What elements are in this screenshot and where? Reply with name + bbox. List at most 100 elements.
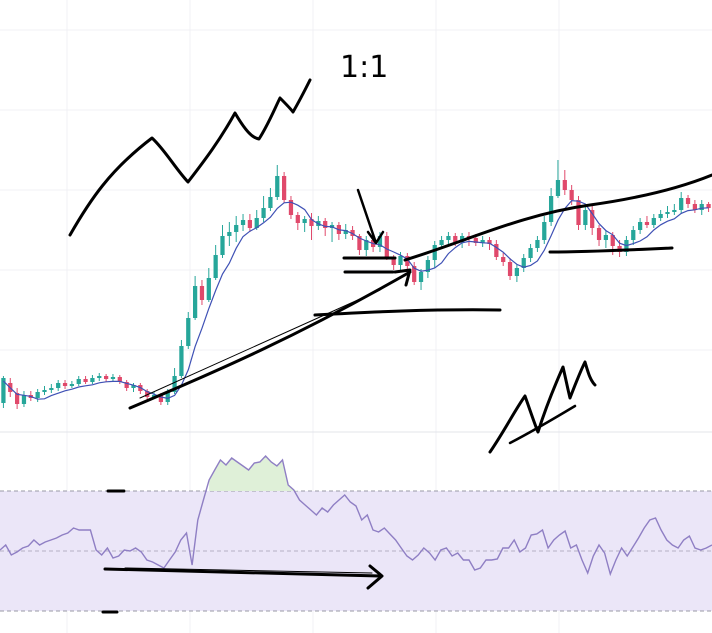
resistance-curve <box>403 173 712 262</box>
candle <box>124 380 129 391</box>
candle <box>439 236 444 248</box>
candle <box>418 269 424 290</box>
candle-body <box>603 235 609 240</box>
candle-body <box>487 240 492 244</box>
candle <box>206 268 211 302</box>
candle-body <box>103 376 109 379</box>
candle-body <box>596 228 602 240</box>
candle-body <box>247 220 253 228</box>
candle <box>254 210 259 230</box>
support-line <box>313 308 502 317</box>
candle-body <box>62 383 68 386</box>
candle-body <box>692 204 698 210</box>
candle-body <box>21 395 27 404</box>
candle <box>42 386 47 395</box>
candle <box>562 170 567 195</box>
candle-body <box>672 210 677 212</box>
candle <box>528 244 533 262</box>
candle <box>480 236 485 247</box>
candle <box>49 384 54 393</box>
divergence-arrow-thin <box>124 567 373 574</box>
candle <box>288 196 294 219</box>
candle-body <box>418 272 424 282</box>
candle-body <box>110 377 116 379</box>
candle-body <box>240 220 246 225</box>
candle-body <box>364 240 369 250</box>
candle <box>658 210 663 221</box>
candle-body <box>507 262 513 276</box>
candle <box>637 218 643 234</box>
candle-body <box>206 278 211 300</box>
candle <box>275 165 280 200</box>
candle <box>179 340 184 378</box>
rising-wave-underline <box>508 404 577 445</box>
candle <box>336 222 342 240</box>
candle <box>14 388 20 409</box>
lower-support-line <box>548 246 674 254</box>
candle-body <box>590 210 595 228</box>
candle <box>432 241 437 268</box>
oscillator-band <box>0 491 712 611</box>
trendline-thin <box>139 289 381 399</box>
candle <box>699 200 704 215</box>
candle-body <box>42 390 47 392</box>
candle-body <box>514 268 520 276</box>
candle <box>83 376 88 384</box>
candle-body <box>97 376 102 378</box>
candle <box>679 192 684 214</box>
candle <box>186 312 191 349</box>
candle <box>364 236 369 256</box>
candle-body <box>679 198 684 210</box>
candle-body <box>199 286 205 300</box>
candle-body <box>151 395 157 397</box>
candle-body <box>665 212 670 214</box>
candle-body <box>439 240 444 245</box>
candle-body <box>90 378 95 382</box>
candle <box>685 195 691 208</box>
candle <box>234 216 239 242</box>
candle-body <box>384 236 389 257</box>
candle-body <box>658 214 663 218</box>
candle <box>542 216 547 244</box>
candle-body <box>473 238 478 243</box>
candle-body <box>631 230 636 240</box>
candle-body <box>425 260 431 272</box>
candle <box>665 206 670 218</box>
candle <box>240 214 246 231</box>
candle <box>268 188 273 211</box>
candle <box>110 374 116 381</box>
candle-body <box>637 222 643 230</box>
candle-body <box>446 236 451 240</box>
candle-body <box>699 204 704 210</box>
candle <box>672 204 677 215</box>
candle <box>569 185 574 205</box>
candle <box>261 196 266 222</box>
candle <box>521 254 526 272</box>
candle-body <box>412 266 417 282</box>
candle <box>644 216 650 228</box>
candle-body <box>453 236 458 242</box>
candle-body <box>172 376 177 392</box>
candle <box>631 226 636 245</box>
candle-body <box>179 346 184 376</box>
candle-body <box>569 190 574 200</box>
candle-body <box>528 248 533 258</box>
candle <box>583 205 588 230</box>
candle <box>131 383 136 392</box>
candle <box>1 376 6 408</box>
candle <box>507 258 513 280</box>
candle <box>192 276 198 320</box>
candle-body <box>124 382 129 388</box>
candle-body <box>542 222 547 240</box>
candle <box>213 245 218 280</box>
candle-body <box>268 197 273 208</box>
candle <box>295 212 300 230</box>
candle-body <box>56 383 61 388</box>
divergence-arrow <box>103 564 384 590</box>
hand-drawn-annotations: 1:1 <box>68 50 712 614</box>
candle <box>62 380 68 389</box>
candle-body <box>521 258 526 268</box>
candle-body <box>501 257 506 262</box>
candle-body <box>213 255 218 278</box>
candle-body <box>562 180 567 190</box>
